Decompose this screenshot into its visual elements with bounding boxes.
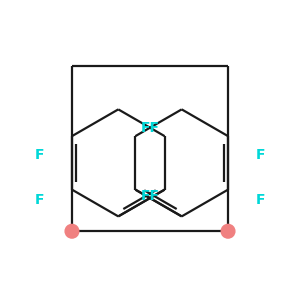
Text: F: F bbox=[34, 193, 44, 206]
Circle shape bbox=[221, 224, 235, 238]
Text: FF: FF bbox=[140, 121, 160, 135]
Text: F: F bbox=[256, 148, 266, 162]
Text: F: F bbox=[34, 148, 44, 162]
Text: F: F bbox=[256, 193, 266, 206]
Circle shape bbox=[65, 224, 79, 238]
Text: FF: FF bbox=[140, 189, 160, 202]
